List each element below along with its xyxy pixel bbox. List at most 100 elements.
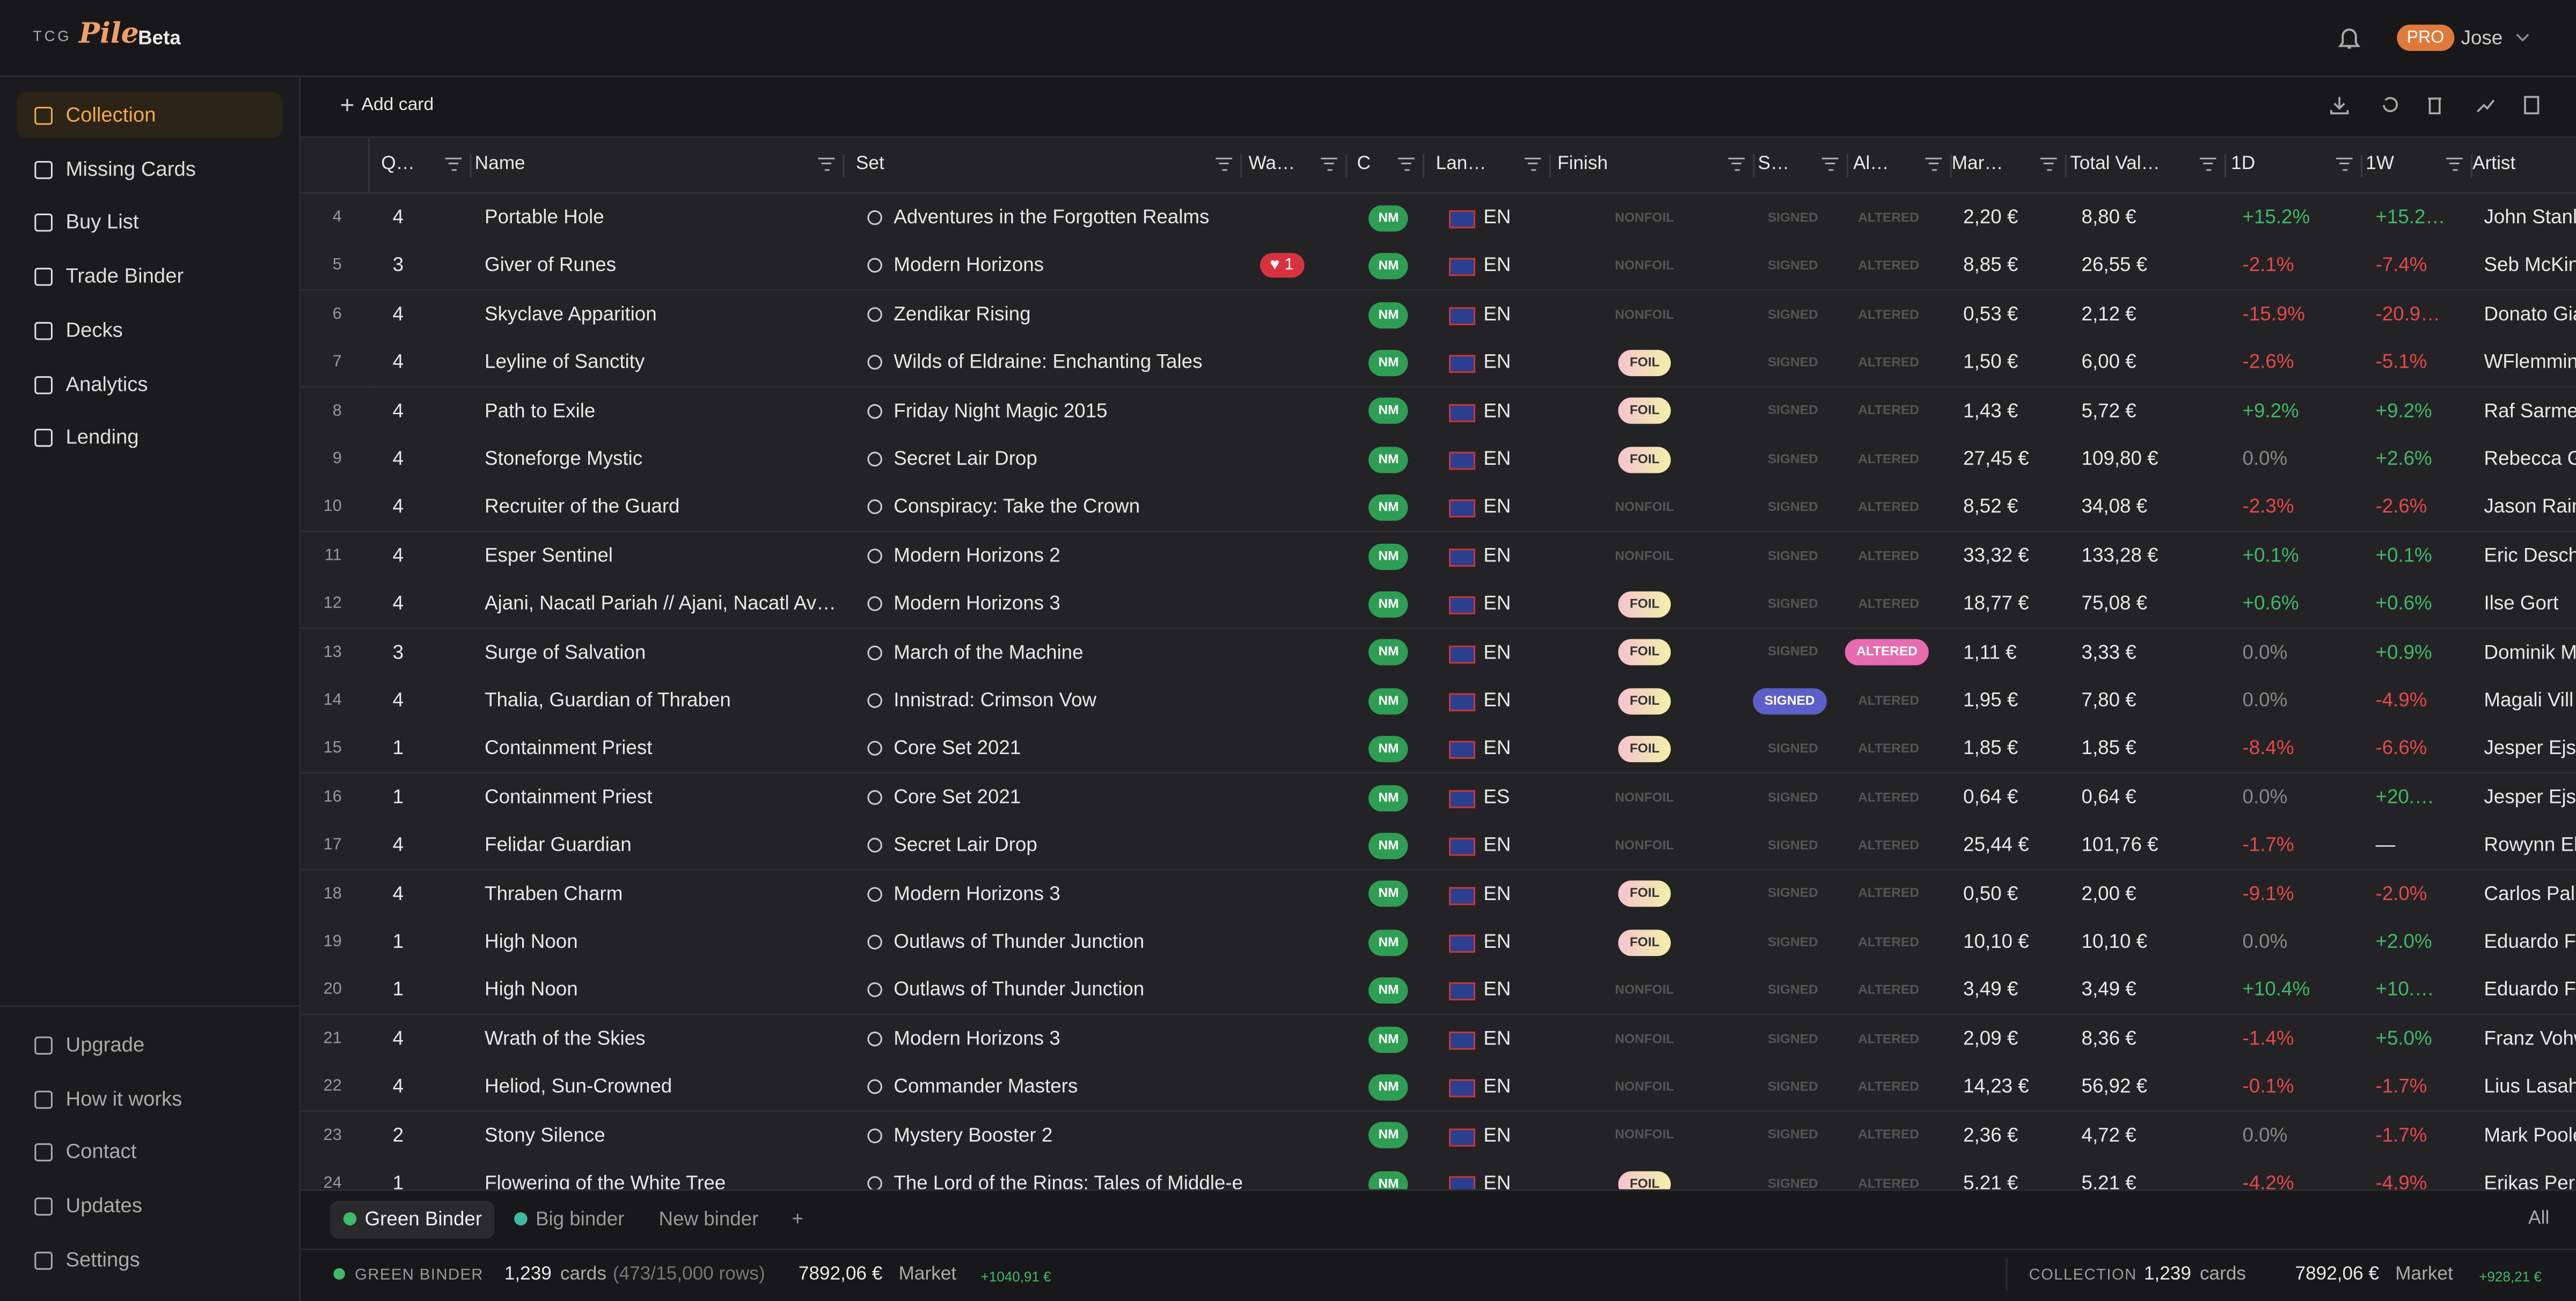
total-value: 2,12 €: [2081, 302, 2136, 325]
market-price: 27,45 €: [1963, 447, 2029, 470]
nav-item[interactable]: Missing Cards: [17, 145, 283, 192]
altered-badge: ALTERED: [1858, 982, 1920, 998]
altered: ALTERED: [1858, 580, 1957, 628]
filter-icon[interactable]: [445, 157, 462, 174]
language: EN: [1483, 1123, 1511, 1146]
nav-item[interactable]: Decks: [17, 307, 283, 353]
column-header[interactable]: 1D: [2231, 154, 2256, 174]
column-header[interactable]: Total Val…: [2070, 154, 2160, 174]
filter-icon[interactable]: [818, 157, 835, 174]
tab[interactable]: Big binder: [501, 1201, 638, 1238]
change-1w: +9.2%: [2375, 398, 2432, 422]
altered: ALTERED: [1858, 725, 1957, 773]
language: EN: [1483, 447, 1511, 470]
filter-line: [2339, 162, 2350, 165]
column-header[interactable]: Lan…: [1436, 154, 1487, 174]
nav-item[interactable]: How it works: [17, 1076, 283, 1122]
column-header[interactable]: Wa…: [1248, 154, 1296, 174]
flag: [1448, 306, 1475, 325]
nav-item[interactable]: Collection: [16, 92, 283, 138]
brand-badge: Beta: [138, 26, 181, 49]
nav-item[interactable]: Trade Binder: [17, 253, 283, 299]
signed-badge: SIGNED: [1767, 741, 1818, 756]
column-header[interactable]: Finish: [1557, 154, 1608, 174]
signed-badge: SIGNED: [1767, 1079, 1818, 1094]
add-card[interactable]: Add card: [361, 95, 434, 115]
market-price: 2,09 €: [1963, 1026, 2018, 1050]
flag: [1448, 1176, 1475, 1189]
column-header[interactable]: Al…: [1853, 154, 1889, 174]
altered-badge: ALTERED: [1858, 403, 1920, 418]
unit: cards: [560, 1265, 606, 1285]
set-icon: [867, 403, 882, 419]
signed-badge: SIGNED: [1767, 1175, 1818, 1189]
nav-item[interactable]: Analytics: [17, 361, 283, 407]
filter-icon[interactable]: [2336, 157, 2353, 174]
filter-icon[interactable]: [1821, 157, 1839, 174]
column-header[interactable]: Set: [855, 154, 884, 174]
column-header[interactable]: Q…: [381, 154, 415, 174]
nav-item[interactable]: Updates: [17, 1183, 283, 1229]
finish: FOIL: [1618, 1160, 1717, 1189]
condition: NM: [1368, 1015, 1418, 1063]
signed: SIGNED: [1768, 967, 1867, 1014]
quantity: 4: [392, 350, 404, 374]
finish-badge: NONFOIL: [1615, 982, 1674, 998]
bell-icon[interactable]: [2338, 25, 2361, 51]
tab-all[interactable]: All: [2528, 1209, 2550, 1229]
column-sep: [1240, 154, 1242, 178]
nav-item[interactable]: Settings: [17, 1237, 283, 1283]
column-header[interactable]: Mar…: [1951, 154, 2003, 174]
filter-icon[interactable]: [2040, 157, 2057, 174]
set-name: Core Set 2021: [894, 736, 1021, 760]
filter-icon[interactable]: [2446, 157, 2463, 174]
filter-icon[interactable]: [1728, 157, 1745, 174]
condition: NM: [1368, 1160, 1418, 1189]
filter-icon[interactable]: [1925, 157, 1942, 174]
altered-badge: ALTERED: [1858, 934, 1920, 949]
filter-icon[interactable]: [1398, 157, 1415, 174]
altered-badge: ALTERED: [1858, 451, 1920, 466]
filter-line: [1734, 168, 1739, 170]
condition: NM: [1368, 870, 1418, 918]
column-header[interactable]: Name: [474, 154, 525, 174]
flag: [1448, 645, 1475, 663]
finish-badge: NONFOIL: [1615, 548, 1674, 563]
change-1w: -20.9…: [2375, 302, 2440, 325]
altered-badge: ALTERED: [1858, 596, 1920, 611]
quantity: 4: [392, 1075, 404, 1098]
column-header[interactable]: S…: [1758, 154, 1790, 174]
filter-line: [2044, 162, 2054, 165]
nav-item[interactable]: Contact: [17, 1129, 283, 1175]
filter-icon[interactable]: [1216, 157, 1232, 174]
set-icon: [867, 1176, 882, 1189]
user-name[interactable]: Jose: [2461, 26, 2503, 49]
total-value: 34,08 €: [2081, 495, 2148, 518]
filter-line: [1931, 168, 1936, 170]
column-header[interactable]: 1W: [2366, 154, 2394, 174]
artist: Mark Poole: [2484, 1123, 2576, 1146]
column-header[interactable]: C: [1357, 154, 1371, 174]
filter-icon[interactable]: [1321, 157, 1337, 174]
tab[interactable]: +: [779, 1201, 816, 1238]
quantity: 4: [392, 495, 404, 518]
column-header[interactable]: Artist: [2472, 154, 2516, 174]
set-name: Mystery Booster 2: [894, 1123, 1053, 1146]
set-name: Wilds of Eldraine: Enchanting Tales: [894, 350, 1203, 374]
nav-item[interactable]: Upgrade: [17, 1022, 283, 1068]
count: 1,239: [504, 1265, 552, 1285]
brand: Pile: [78, 18, 139, 51]
filter-icon[interactable]: [1524, 157, 1541, 174]
change-1d: +0.1%: [2242, 543, 2299, 567]
signed: SIGNED: [1768, 194, 1867, 242]
divider: [0, 1005, 299, 1007]
filter-icon[interactable]: [2199, 157, 2216, 174]
total-value: 7,80 €: [2081, 688, 2136, 712]
condition: NM: [1368, 435, 1418, 483]
tab[interactable]: Green Binder: [330, 1201, 495, 1239]
altered: ALTERED: [1858, 387, 1957, 435]
tab[interactable]: New binder: [646, 1201, 772, 1238]
nav-item[interactable]: Lending: [17, 414, 283, 461]
nav-item[interactable]: Buy List: [17, 200, 283, 246]
set-icon: [867, 645, 882, 660]
